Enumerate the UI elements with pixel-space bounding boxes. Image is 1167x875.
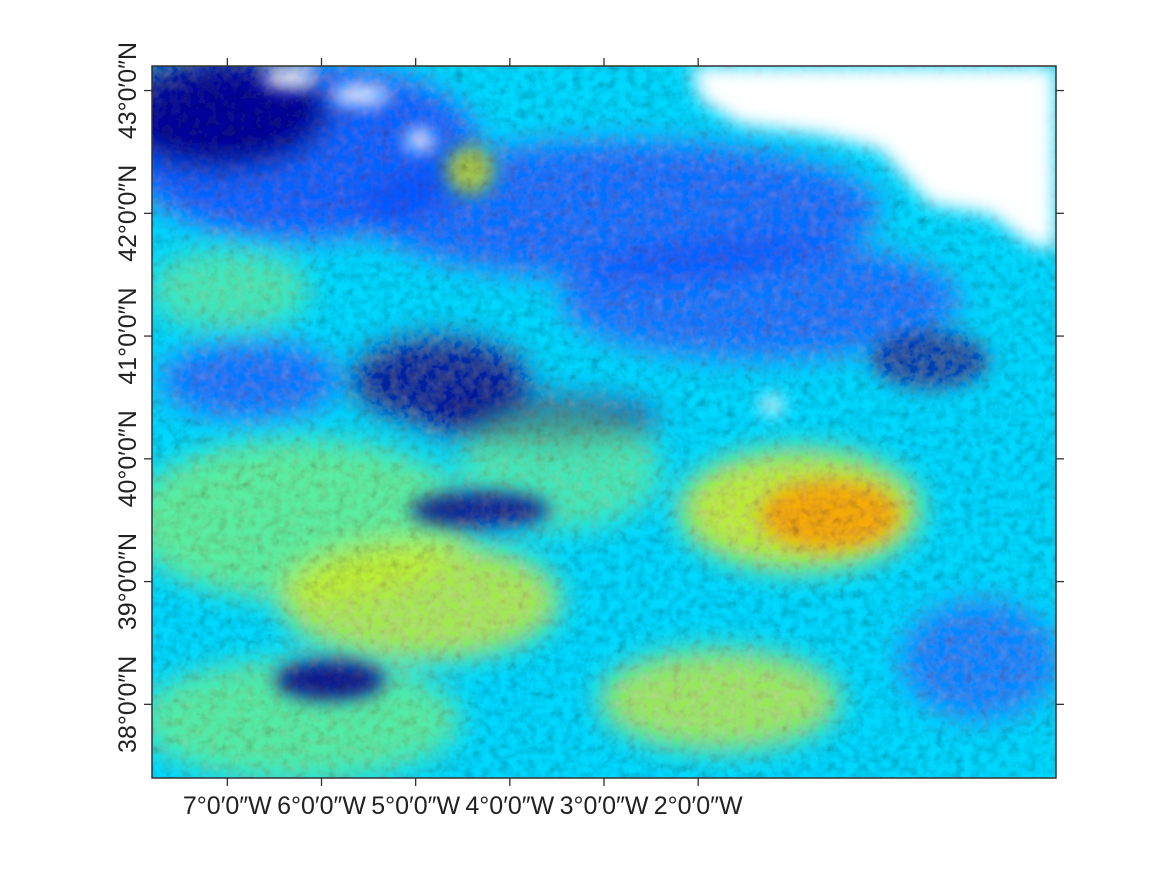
raster-patch [152, 66, 330, 170]
x-tick-label: 2°0′0″W [654, 792, 743, 820]
y-tick-label: 41°0′0″N [114, 287, 142, 384]
x-tick-label: 7°0′0″W [183, 792, 272, 820]
raster-patch [560, 240, 960, 360]
no-data-area [330, 86, 390, 104]
raster-patch [410, 492, 550, 528]
raster-patch [600, 650, 840, 750]
no-data-area [690, 66, 1056, 250]
y-tick-label: 42°0′0″N [114, 165, 142, 262]
raster-layer [152, 66, 1056, 778]
raster-patch [900, 600, 1056, 720]
no-data-area [761, 396, 783, 414]
raster-patches [152, 66, 1056, 778]
no-data-area [406, 130, 434, 150]
raster-patch [275, 660, 385, 700]
raster-patch [160, 340, 340, 420]
y-tick-label: 40°0′0″N [114, 410, 142, 507]
raster-patch [445, 145, 495, 195]
y-tick-label: 43°0′0″N [114, 42, 142, 139]
x-tick-label: 6°0′0″W [277, 792, 366, 820]
y-tick-label: 39°0′0″N [114, 533, 142, 630]
raster-patch [152, 250, 310, 330]
no-data-area [262, 68, 318, 88]
latitude-axis: 38°0′0″N 39°0′0″N 40°0′0″N 41°0′0″N 42°0′0″N… [114, 42, 1064, 753]
raster-patch [280, 540, 560, 660]
no-data-areas [262, 66, 1056, 414]
x-tick-label: 5°0′0″W [371, 792, 460, 820]
raster-patch [760, 480, 900, 550]
raster-patch [870, 330, 990, 390]
raster-patch [152, 660, 460, 778]
longitude-axis: 7°0′0″W 6°0′0″W 5°0′0″W 4°0′0″W 3°0′0″W 2°0′0… [183, 58, 743, 820]
y-tick-label: 38°0′0″N [114, 656, 142, 753]
x-tick-label: 3°0′0″W [560, 792, 649, 820]
x-tick-label: 4°0′0″W [465, 792, 554, 820]
